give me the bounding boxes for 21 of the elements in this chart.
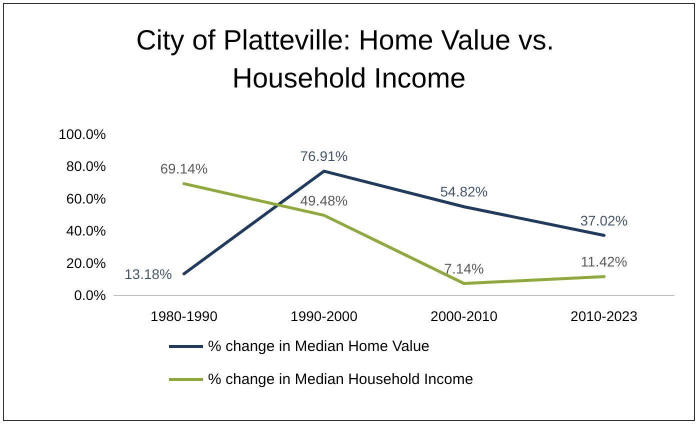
- y-tick-label: 60.0%: [66, 190, 106, 206]
- x-tick-label: 1990-2000: [290, 308, 358, 324]
- legend-label: % change in Median Home Value: [208, 338, 430, 355]
- x-tick-label: 1980-1990: [150, 308, 218, 324]
- data-label: 37.02%: [580, 212, 628, 228]
- data-label: 7.14%: [444, 260, 484, 277]
- x-tick-label: 2010-2023: [570, 308, 638, 324]
- y-tick-label: 20.0%: [66, 254, 106, 271]
- data-label: 76.91%: [300, 148, 348, 164]
- data-label: 49.48%: [300, 192, 348, 208]
- legend-label: % change in Median Household Income: [208, 371, 474, 388]
- x-tick-label: 2000-2010: [430, 308, 498, 324]
- y-tick-label: 100.0%: [58, 126, 106, 142]
- data-label: 11.42%: [580, 254, 628, 270]
- y-tick-label: 80.0%: [66, 158, 106, 174]
- data-label: 54.82%: [440, 184, 488, 200]
- data-label: 13.18%: [124, 266, 172, 282]
- data-label: 69.14%: [160, 160, 208, 177]
- y-tick-label: 40.0%: [66, 222, 106, 239]
- chart-title: City of Platteville: Home Value vs. Household Income: [136, 24, 562, 94]
- y-tick-label: 0.0%: [74, 287, 106, 303]
